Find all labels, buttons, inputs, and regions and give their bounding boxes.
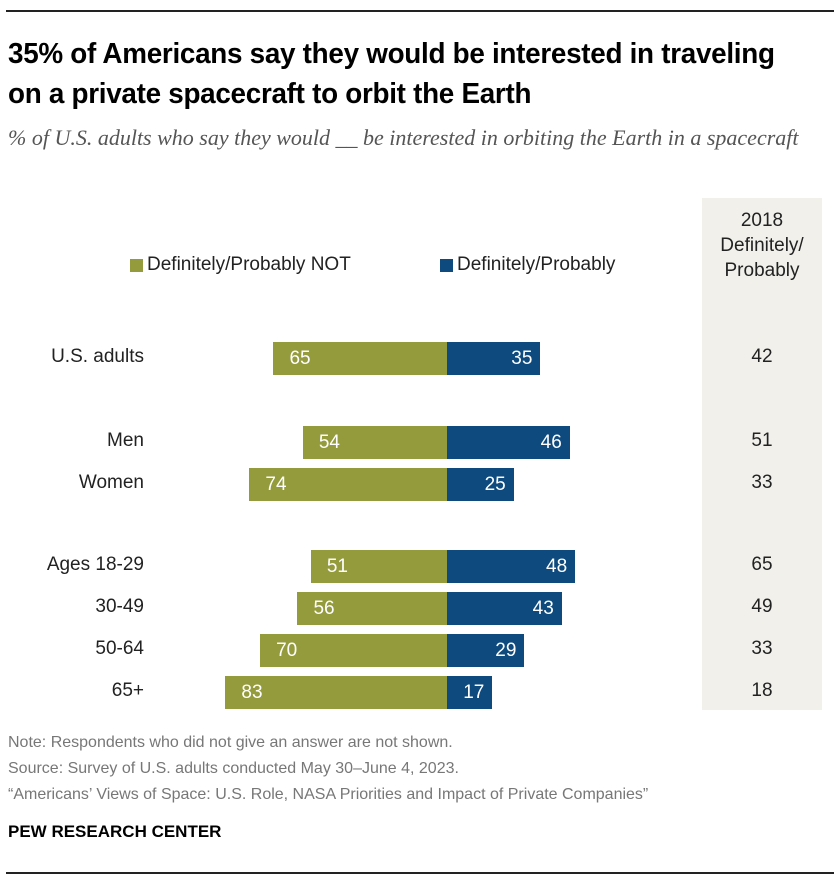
chart-subtitle: % of U.S. adults who say they would __ b… — [8, 125, 799, 150]
category-label: Men — [107, 430, 144, 451]
bar-label-yes: 29 — [495, 640, 517, 661]
report-title: “Americans’ Views of Space: U.S. Role, N… — [8, 786, 649, 803]
bar-not — [249, 468, 447, 501]
legend-swatch-yes — [440, 259, 453, 272]
bar-label-yes: 43 — [532, 598, 554, 619]
note: Note: Respondents who did not give an an… — [8, 734, 453, 751]
value-2018: 18 — [751, 680, 773, 701]
bar-label-yes: 25 — [484, 474, 506, 495]
bar-not — [302, 426, 447, 459]
bar-not — [260, 634, 447, 667]
value-2018: 51 — [751, 430, 773, 451]
bar-label-not: 74 — [265, 474, 287, 495]
bar-yes — [447, 634, 525, 667]
bar-yes — [447, 592, 562, 625]
column-2018-background — [702, 198, 822, 710]
bar-yes — [447, 468, 514, 501]
bar-label-yes: 35 — [511, 348, 533, 369]
brand-logo-text: PEW RESEARCH CENTER — [8, 822, 222, 841]
bar-not — [310, 550, 447, 583]
source: Source: Survey of U.S. adults conducted … — [8, 760, 459, 777]
category-label: 65+ — [111, 680, 144, 701]
bar-label-yes: 48 — [546, 556, 568, 577]
legend-swatch-not — [130, 259, 143, 272]
bar-yes — [447, 426, 570, 459]
category-label: Ages 18-29 — [46, 554, 144, 575]
bar-label-not: 65 — [289, 348, 311, 369]
bar-label-not: 70 — [276, 640, 298, 661]
legend-label-not: Definitely/Probably NOT — [147, 254, 351, 275]
bar-label-yes: 17 — [463, 682, 485, 703]
value-2018: 33 — [751, 472, 773, 493]
value-2018: 33 — [751, 638, 773, 659]
bar-yes — [447, 342, 541, 375]
category-label: 50-64 — [95, 638, 144, 659]
value-2018: 49 — [751, 596, 773, 617]
category-label: U.S. adults — [51, 346, 144, 367]
bar-not — [225, 676, 447, 709]
legend-label-yes: Definitely/Probably — [457, 254, 616, 275]
bar-not — [273, 342, 447, 375]
bar-yes — [447, 676, 493, 709]
top-rule — [6, 10, 834, 12]
value-2018: 65 — [751, 554, 773, 575]
bar-label-not: 56 — [313, 598, 335, 619]
bar-yes — [447, 550, 576, 583]
bar-label-not: 83 — [241, 682, 263, 703]
bar-not — [297, 592, 447, 625]
bar-label-not: 51 — [326, 556, 348, 577]
bar-label-not: 54 — [318, 432, 340, 453]
category-label: 30-49 — [95, 596, 144, 617]
bottom-rule — [6, 872, 834, 874]
category-label: Women — [78, 472, 144, 493]
chart-title: 35% of Americans say they would be inter… — [8, 38, 775, 110]
value-2018: 42 — [751, 346, 773, 367]
bar-label-yes: 46 — [540, 432, 562, 453]
column-2018-header: 2018 Definitely/ Probably — [720, 210, 804, 281]
